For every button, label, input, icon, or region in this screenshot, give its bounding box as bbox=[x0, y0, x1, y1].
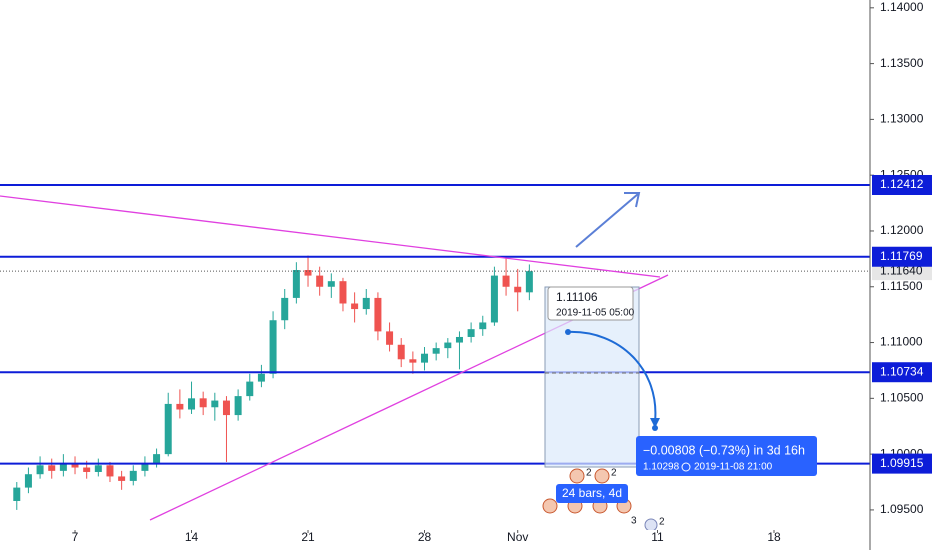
clock-icon bbox=[681, 462, 691, 472]
plot-area bbox=[0, 183, 870, 510]
candle-body bbox=[525, 271, 533, 293]
measure-end bbox=[652, 425, 658, 431]
result-price: 1.10298 bbox=[643, 462, 680, 473]
candle-body bbox=[153, 454, 161, 464]
candle-body bbox=[397, 344, 405, 360]
start-time: 2019-11-05 05:00 bbox=[556, 308, 635, 319]
x-tick-label: 7 bbox=[72, 530, 79, 544]
candle-body bbox=[362, 297, 370, 310]
candle-body bbox=[409, 359, 417, 363]
y-tick-label: 1.10500 bbox=[880, 391, 924, 405]
level-label: 1.12412 bbox=[880, 177, 924, 191]
candle-body bbox=[374, 297, 382, 332]
time-axis bbox=[0, 530, 870, 550]
event-count: 3 bbox=[631, 516, 637, 527]
candle-body bbox=[211, 400, 219, 408]
candle-body bbox=[24, 474, 32, 488]
x-tick-label: 14 bbox=[185, 530, 199, 544]
result-time: 2019-11-08 21:00 bbox=[694, 462, 773, 473]
candle-body bbox=[234, 396, 242, 416]
candle-body bbox=[467, 329, 475, 337]
level-label-box bbox=[872, 362, 932, 383]
x-tick-label: 18 bbox=[767, 530, 781, 544]
candle-body bbox=[222, 400, 230, 416]
candle-body bbox=[129, 470, 137, 481]
candle-body bbox=[94, 465, 102, 472]
event-icon[interactable] bbox=[542, 498, 558, 514]
candle-body bbox=[316, 275, 324, 287]
candle-body bbox=[351, 303, 359, 310]
arrow-line bbox=[575, 193, 639, 248]
candle-body bbox=[164, 403, 172, 455]
y-tick-label: 1.09500 bbox=[880, 502, 924, 516]
result-box bbox=[636, 436, 817, 476]
trendline bbox=[0, 195, 661, 278]
bars-box bbox=[556, 484, 628, 503]
candle-body bbox=[304, 270, 312, 276]
candle-body bbox=[176, 403, 184, 410]
candle-body bbox=[281, 297, 289, 321]
candle-body bbox=[48, 465, 56, 471]
candle-body bbox=[71, 463, 79, 468]
level-label: 1.09915 bbox=[880, 456, 924, 470]
candle-body bbox=[490, 275, 498, 323]
measure-curve bbox=[567, 330, 657, 423]
measure-arrowhead bbox=[650, 418, 660, 428]
candle-body bbox=[327, 281, 335, 287]
y-tick-label: 1.13000 bbox=[880, 112, 924, 126]
candle-body bbox=[292, 270, 300, 298]
candle-body bbox=[106, 465, 114, 477]
event-count: 2 bbox=[611, 468, 617, 479]
bars-label: 24 bars, 4d bbox=[562, 486, 622, 500]
candle-body bbox=[246, 381, 254, 397]
candle-body bbox=[421, 353, 429, 363]
level-label-box bbox=[872, 453, 932, 474]
event-count: 2 bbox=[586, 468, 592, 479]
x-tick-label: 21 bbox=[301, 530, 315, 544]
candle-body bbox=[59, 463, 67, 471]
y-tick-label: 1.11500 bbox=[880, 279, 923, 293]
candle-body bbox=[141, 463, 149, 471]
candle-body bbox=[455, 336, 463, 343]
candle-body bbox=[269, 320, 277, 374]
result-change: −0.00808 (−0.73%) in 3d 16h bbox=[643, 443, 805, 457]
x-tick-label: Nov bbox=[507, 530, 528, 544]
y-tick-label: 1.11000 bbox=[880, 335, 923, 349]
level-label-box bbox=[872, 246, 932, 267]
candle-body bbox=[339, 281, 347, 304]
y-tick-label: 1.13500 bbox=[880, 56, 924, 70]
event-count: 2 bbox=[659, 517, 665, 528]
candle-body bbox=[432, 348, 440, 354]
candle-body bbox=[188, 398, 196, 410]
candle-body bbox=[502, 275, 510, 287]
y-tick-label: 1.14000 bbox=[880, 0, 924, 14]
candle-body bbox=[36, 465, 44, 475]
start-price: 1.11106 bbox=[556, 290, 598, 304]
candle-body bbox=[257, 373, 265, 382]
candle-body bbox=[479, 322, 487, 330]
last-price-label: 1.11640 bbox=[880, 263, 923, 277]
level-label-box bbox=[872, 174, 932, 195]
arrow-head bbox=[624, 192, 641, 208]
event-icon[interactable] bbox=[594, 468, 610, 484]
measure-start bbox=[565, 329, 571, 335]
event-icon[interactable] bbox=[569, 468, 585, 484]
x-tick-label: 11 bbox=[651, 530, 664, 544]
candle-body bbox=[514, 286, 522, 293]
x-tick-label: 28 bbox=[418, 530, 432, 544]
candle-body bbox=[13, 487, 21, 501]
candle-body bbox=[444, 342, 452, 349]
level-label: 1.10734 bbox=[880, 364, 924, 378]
candle-body bbox=[118, 476, 126, 481]
candle-body bbox=[83, 467, 91, 472]
candle-body bbox=[199, 398, 207, 408]
level-label: 1.11769 bbox=[880, 249, 923, 263]
y-tick-label: 1.12000 bbox=[880, 223, 924, 237]
start-tooltip bbox=[547, 286, 634, 321]
candle-body bbox=[386, 331, 394, 345]
